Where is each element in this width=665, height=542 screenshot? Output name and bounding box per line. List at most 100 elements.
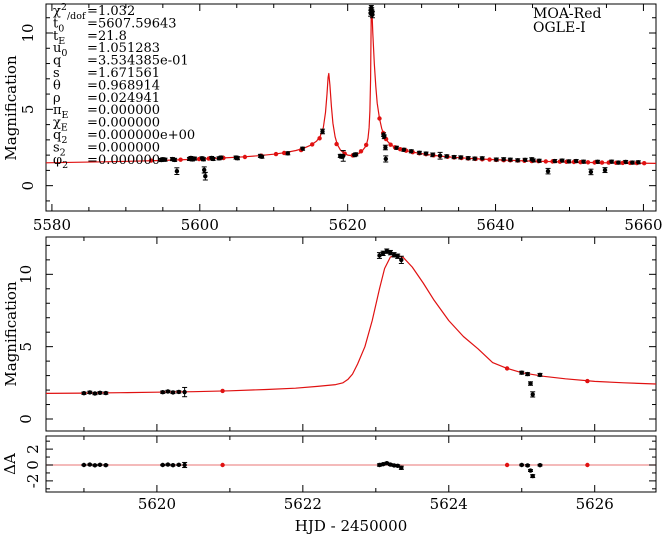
data-point-moa-red [417, 150, 422, 155]
data-point-moa-red [165, 462, 171, 467]
data-point-moa-red [219, 155, 224, 160]
data-point-ogle-i [388, 142, 393, 147]
data-point-moa-red [384, 461, 389, 466]
param-value: 5607.59643 [98, 16, 177, 31]
param-name: s2 [53, 140, 66, 158]
data-point-ogle-i [364, 142, 369, 148]
param-value: 0.000000 [98, 103, 160, 118]
param-name: u0 [53, 41, 67, 59]
data-point-moa-red [480, 156, 485, 161]
param-equals: = [87, 103, 98, 118]
data-point-moa-red [391, 463, 397, 468]
data-point-moa-red [515, 158, 520, 163]
data-point-moa-red [588, 169, 594, 175]
top-y-axis-label: Magnification [2, 55, 20, 161]
data-point-moa-red [508, 157, 513, 162]
x-tick-label: 5600 [181, 216, 219, 234]
param-equals: = [87, 4, 98, 19]
data-point-moa-red [170, 390, 176, 395]
data-point-ogle-i [310, 142, 315, 147]
data-point-moa-red [395, 254, 400, 259]
param-value: 0.000000e+00 [98, 128, 195, 143]
data-point-moa-red [97, 390, 103, 395]
data-point-moa-red [192, 156, 197, 161]
param-equals: = [87, 16, 98, 31]
data-point-moa-red [300, 146, 305, 151]
data-point-moa-red [380, 462, 386, 467]
x-tick-label: 5624 [430, 495, 468, 513]
data-point-moa-red [353, 152, 358, 157]
data-point-moa-red [172, 157, 177, 163]
data-point-moa-red [423, 151, 429, 156]
param-value: 1.671561 [98, 66, 160, 81]
axis-box [45, 3, 657, 212]
data-point-moa-red [87, 462, 93, 467]
param-equals: = [87, 66, 98, 81]
data-point-moa-red [81, 391, 87, 396]
model-curve [45, 254, 657, 394]
data-point-moa-red [160, 462, 165, 468]
data-point-moa-red [182, 389, 187, 395]
y-tick-label: -2 [24, 474, 42, 489]
data-point-moa-red [182, 462, 187, 468]
param-equals: = [87, 41, 98, 56]
y-tick-label: 5 [19, 105, 37, 115]
param-equals: = [87, 29, 98, 44]
data-point-moa-red [320, 129, 325, 134]
data-point-moa-red [494, 157, 499, 162]
y-tick-label: 10 [17, 265, 35, 284]
data-point-moa-red [399, 465, 404, 470]
data-point-ogle-i [220, 462, 225, 468]
param-name: ρ [53, 91, 61, 106]
data-point-moa-red [581, 159, 586, 164]
data-point-moa-red [573, 158, 579, 164]
y-tick-label: 2 [24, 444, 42, 454]
data-point-ogle-i [317, 136, 322, 141]
param-name: q [53, 54, 61, 69]
data-point-ogle-i [178, 157, 183, 162]
data-point-moa-red [391, 252, 397, 257]
data-point-moa-red [444, 154, 449, 159]
param-name: q2 [53, 128, 67, 146]
data-point-moa-red [519, 370, 524, 375]
data-point-moa-red [235, 156, 240, 161]
data-point-moa-red [388, 462, 393, 467]
param-equals: = [87, 116, 98, 131]
data-point-moa-red [430, 152, 435, 157]
data-point-ogle-i [599, 160, 605, 165]
data-point-moa-red [380, 251, 386, 256]
y-tick-label: 0 [19, 181, 37, 191]
data-point-ogle-i [585, 378, 590, 384]
top-panel: 5580 5600 5620 5640 5660 0 5 10 [19, 3, 663, 234]
data-point-moa-red [522, 157, 528, 163]
axis-box [45, 236, 657, 432]
data-point-moa-red [165, 389, 171, 394]
param-value: 3.534385e-01 [98, 54, 189, 69]
data-point-moa-red [519, 462, 524, 468]
axis-box [45, 435, 657, 493]
param-name: s [53, 66, 60, 81]
data-point-moa-red [160, 390, 165, 395]
param-equals: = [87, 140, 98, 155]
param-name: πE [53, 103, 69, 121]
middle-panel: 0 5 10 [17, 236, 657, 432]
data-point-moa-red [170, 463, 176, 468]
middle-y-axis-label: Magnification [2, 281, 20, 387]
data-point-ogle-i [504, 462, 510, 468]
data-point-moa-red [174, 169, 180, 174]
data-point-moa-red [92, 463, 98, 468]
x-tick-label: 5640 [476, 216, 514, 234]
data-point-moa-red [97, 462, 103, 467]
param-name: θ [53, 78, 61, 93]
data-point-ogle-i [273, 151, 279, 157]
param-name: χ2/dof [53, 2, 87, 22]
data-point-moa-red [537, 463, 543, 468]
data-point-moa-red [630, 160, 635, 165]
param-name: tE [53, 29, 65, 47]
data-point-moa-red [409, 149, 414, 154]
residual-panel: 5620 5622 5624 5626 -2 0 2 [24, 435, 657, 513]
param-value: 0.000000 [98, 153, 160, 168]
x-tick-label: 5622 [284, 495, 322, 513]
data-point-moa-red [201, 157, 206, 162]
